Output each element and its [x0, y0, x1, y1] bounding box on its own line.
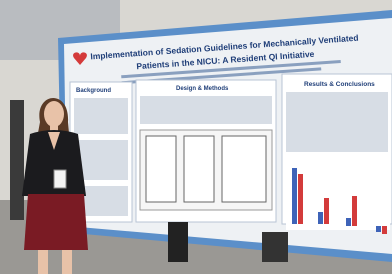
person-legs	[262, 232, 288, 262]
section-heading: Results & Conclusions	[304, 81, 375, 88]
flow-box	[146, 136, 176, 202]
person-legs	[168, 222, 188, 262]
poster-bar	[376, 226, 381, 232]
leg	[38, 250, 48, 274]
poster-bar	[346, 218, 351, 226]
poster-bar	[298, 174, 303, 224]
text-block	[140, 96, 272, 124]
flow-box	[184, 136, 214, 202]
poster-bar	[292, 168, 297, 224]
photo: Implementation of Sedation Guidelines fo…	[0, 0, 392, 274]
poster-bar	[324, 198, 329, 224]
poster-bar	[318, 212, 323, 224]
person-side	[10, 100, 24, 220]
section-results: Results & Conclusions	[282, 74, 392, 234]
skirt	[24, 194, 88, 250]
poster-bar	[352, 196, 357, 226]
poster-bar	[382, 226, 387, 234]
text-block	[74, 98, 128, 134]
badge	[54, 170, 66, 188]
flow-box	[222, 136, 266, 202]
section-methods: Design & Methods	[136, 80, 276, 222]
leg	[62, 250, 72, 274]
text-block	[286, 92, 388, 152]
section-heading: Background	[76, 88, 111, 94]
face	[44, 101, 64, 127]
page: Implementation of Sedation Guidelines fo…	[0, 0, 392, 274]
section-heading: Design & Methods	[176, 86, 229, 92]
